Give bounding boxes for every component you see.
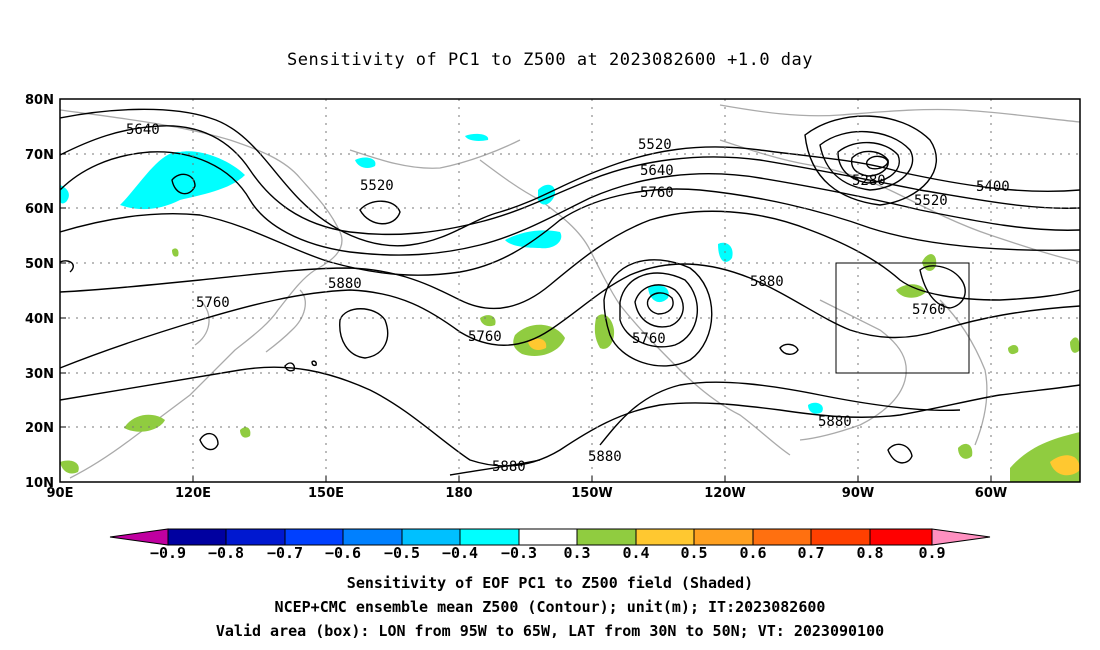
contour-label: 5880 [328,276,362,292]
contour-label: 5520 [360,178,394,194]
colorbar-label: 0.5 [680,544,707,562]
contour-label: 5880 [818,414,852,430]
colorbar-box [752,528,812,546]
colorbar-box [225,528,286,546]
contour-label: 5880 [588,449,622,465]
contour-label: 5640 [126,122,160,138]
contour-label: 5880 [750,274,784,290]
contour-label: 5640 [640,163,674,179]
contour-label: 5520 [638,137,672,153]
lat-label: 10N [25,476,54,491]
contour-label: 5520 [914,193,948,209]
lat-label: 30N [25,367,54,382]
contour-label: 5760 [468,329,502,345]
colorbar-box [869,528,933,546]
colorbar-label: −0.4 [442,544,478,562]
colorbar-label: −0.7 [267,544,303,562]
caption-line-3: Valid area (box): LON from 95W to 65W, L… [215,622,885,640]
colorbar-label: −0.3 [501,544,537,562]
colorbar-box [518,528,578,546]
lat-label: 40N [25,312,54,327]
contour-label: 5760 [632,331,666,347]
colorbar-arrow-left [109,528,169,546]
contour-label: 5880 [492,459,526,475]
caption-line-2: NCEP+CMC ensemble mean Z500 (Contour); u… [274,598,826,616]
contour-labels: 5640 5520 5520 5640 5760 5280 5400 5520 … [126,122,1010,475]
colorbar-label: 0.4 [622,544,649,562]
colorbar-label: 0.8 [856,544,883,562]
colorbar-label: 0.7 [797,544,824,562]
lon-label: 180 [445,486,472,501]
lat-label: 60N [25,202,54,217]
caption-line-1: Sensitivity of EOF PC1 to Z500 field (Sh… [346,574,754,592]
colorbar-label: 0.3 [563,544,590,562]
colorbar-labels: −0.9 −0.8 −0.7 −0.6 −0.5 −0.4 −0.3 0.3 0… [150,544,946,562]
colorbar-box [401,528,461,546]
contour-label: 5760 [640,185,674,201]
lon-label: 150E [308,486,344,501]
lon-label: 90W [842,486,874,501]
colorbar-box [167,528,227,546]
colorbar-box [459,528,520,546]
lat-label: 70N [25,148,54,163]
lat-label: 50N [25,257,54,272]
latitude-labels: 80N 70N 60N 50N 40N 30N 20N 10N [25,93,54,491]
lon-label: 150W [571,486,612,501]
contour-label: 5400 [976,179,1010,195]
colorbar-box [342,528,403,546]
colorbar-box [810,528,871,546]
coastlines [60,104,1080,479]
plot-title: Sensitivity of PC1 to Z500 at 2023082600… [286,50,813,70]
map-frame [59,98,1081,483]
valid-area-box [835,262,970,374]
colorbar-box [284,528,344,546]
z500-contours [60,108,1080,476]
colorbar-box [576,528,637,546]
lat-label: 80N [25,93,54,108]
longitude-labels: 90E 120E 150E 180 150W 120W 90W 60W [47,486,1008,501]
colorbar-label: 0.9 [918,544,945,562]
colorbar-label: −0.8 [208,544,244,562]
lat-label: 20N [25,421,54,436]
colorbar-label: 0.6 [739,544,766,562]
colorbar-box [693,528,754,546]
contour-label: 5760 [196,295,230,311]
colorbar-label: −0.9 [150,544,186,562]
colorbar-label: −0.6 [325,544,361,562]
lon-label: 120E [175,486,211,501]
contour-label: 5760 [912,302,946,318]
tick-marks [60,98,992,483]
contour-label: 5280 [852,173,886,189]
lon-label: 120W [704,486,745,501]
lon-label: 90E [47,486,74,501]
colorbar [109,528,991,546]
colorbar-arrow-right [931,528,991,546]
colorbar-label: −0.5 [384,544,420,562]
colorbar-box [635,528,695,546]
lon-label: 60W [975,486,1007,501]
